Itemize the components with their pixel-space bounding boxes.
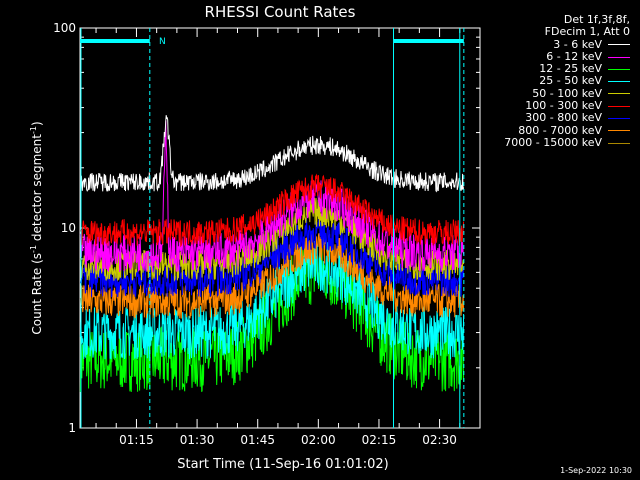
legend-item: 7000 - 15000 keV	[504, 135, 630, 149]
x-tick-label: 01:45	[240, 433, 275, 447]
legend-label: 7000 - 15000 keV	[504, 135, 602, 149]
legend-item: 12 - 25 keV	[504, 62, 630, 76]
chart-title: RHESSI Count Rates	[205, 3, 356, 21]
legend-item: 25 - 50 keV	[504, 75, 630, 87]
legend-item: 800 - 7000 keV	[504, 123, 630, 137]
legend-label: 300 - 800 keV	[525, 111, 602, 125]
legend-header-line1: Det 1f,3f,8f,	[563, 13, 630, 26]
legend-item: 50 - 100 keV	[504, 86, 630, 100]
x-axis: 01:15 01:30 01:45 02:00 02:15 02:30	[95, 28, 481, 447]
series-line-7	[79, 215, 465, 298]
night-bar	[393, 39, 464, 43]
legend-swatch	[608, 44, 630, 46]
series-line-4	[79, 241, 465, 360]
legend-label: 25 - 50 keV	[539, 74, 602, 88]
night-bar	[80, 39, 150, 43]
x-tick-label: 02:30	[422, 433, 457, 447]
legend-swatch	[608, 81, 630, 83]
series-line-2	[79, 120, 465, 273]
x-tick-label: 02:15	[362, 433, 397, 447]
x-tick-label: 01:15	[119, 433, 154, 447]
legend-label: 800 - 7000 keV	[518, 123, 602, 137]
legend-label: 12 - 25 keV	[539, 62, 602, 76]
legend-swatch	[608, 105, 630, 107]
legend-label: 3 - 6 keV	[553, 37, 602, 51]
series-line-1	[80, 115, 465, 193]
x-tick-label: 02:00	[301, 433, 336, 447]
legend-label: 100 - 300 keV	[525, 99, 602, 113]
x-axis-label: Start Time (11-Sep-16 01:01:02)	[177, 457, 388, 472]
y-tick-label: 100	[53, 21, 76, 35]
legend-swatch	[608, 142, 630, 144]
legend-item: 100 - 300 keV	[504, 99, 630, 113]
legend: Det 1f,3f,8f, FDecim 1, Att 0 3 - 6 keV 6…	[504, 13, 630, 150]
y-tick-label: 1	[68, 421, 76, 435]
legend-item: 6 - 12 keV	[504, 49, 630, 63]
x-tick-label: 01:30	[180, 433, 215, 447]
series-line-8	[79, 231, 465, 319]
legend-header-line2: FDecim 1, Att 0	[544, 25, 630, 39]
legend-swatch	[608, 118, 630, 120]
legend-swatch	[608, 68, 630, 70]
legend-swatch	[608, 93, 630, 95]
series-line-6	[79, 173, 465, 248]
legend-item: 3 - 6 keV	[504, 37, 630, 51]
legend-item: 300 - 800 keV	[504, 112, 630, 124]
legend-swatch	[608, 130, 630, 132]
series-layer	[79, 115, 465, 393]
legend-label: 50 - 100 keV	[532, 86, 602, 100]
legend-rows: 3 - 6 keV 6 - 12 keV 12 - 25 keV 25 - 50 ke…	[504, 37, 630, 150]
y-tick-label: 10	[61, 221, 76, 235]
footer-date: 1-Sep-2022 10:30	[560, 466, 632, 475]
annotation-n: N	[159, 37, 166, 47]
y-axis-label: Count Rate (s-1 detector segment-1)	[29, 121, 44, 334]
overlay-layer	[80, 28, 465, 428]
legend-swatch	[608, 56, 630, 58]
legend-label: 6 - 12 keV	[546, 49, 602, 63]
